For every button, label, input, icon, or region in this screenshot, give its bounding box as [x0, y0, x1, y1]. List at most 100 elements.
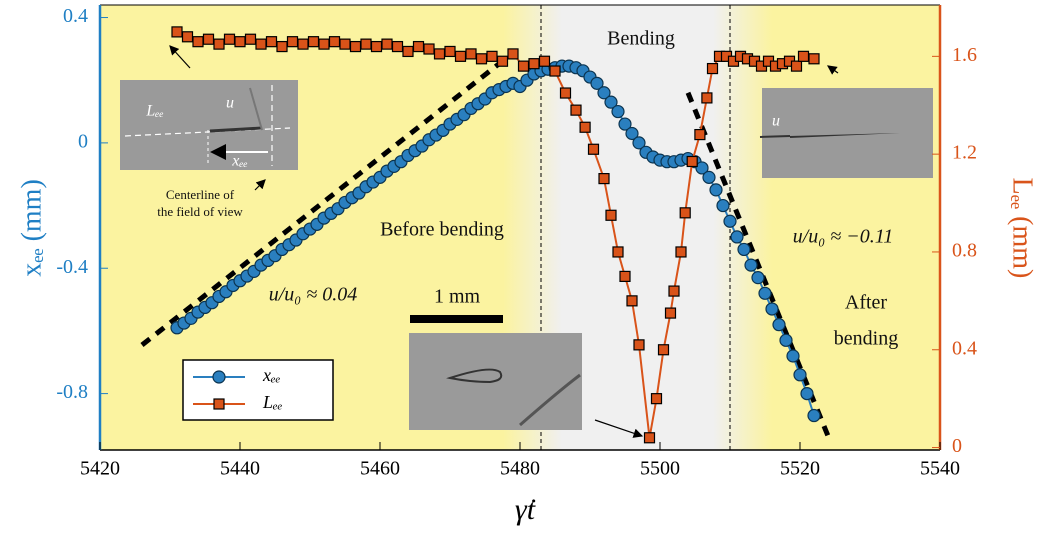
data-point	[738, 243, 750, 255]
data-point	[766, 303, 778, 315]
data-point	[225, 34, 235, 44]
data-point	[561, 88, 571, 98]
data-point	[403, 46, 413, 56]
data-point	[298, 39, 308, 49]
data-point	[794, 369, 806, 381]
data-point	[580, 122, 590, 132]
x-tick-label: 5480	[500, 458, 540, 480]
data-point	[487, 51, 497, 61]
data-point	[235, 37, 245, 47]
data-point	[634, 340, 644, 350]
data-point	[702, 93, 712, 103]
x-tick-label: 5460	[360, 458, 400, 480]
data-point	[773, 319, 785, 331]
legend-marker	[214, 399, 224, 409]
annotation: u	[772, 113, 780, 130]
inset-image	[409, 333, 582, 430]
data-point	[799, 51, 809, 61]
y2-tick-label: 0.8	[952, 240, 977, 262]
legend-label: Lₑₑ	[262, 392, 283, 412]
data-point	[710, 184, 722, 196]
data-point	[627, 296, 637, 306]
data-point	[277, 42, 287, 52]
data-point	[204, 34, 214, 44]
annotation: Bending	[607, 28, 675, 50]
data-point	[372, 42, 382, 52]
data-point	[606, 210, 616, 220]
annotation: After	[845, 292, 888, 314]
annotation: Before bending	[380, 219, 504, 241]
data-point	[424, 44, 434, 54]
data-point	[589, 144, 599, 154]
data-point	[319, 39, 329, 49]
data-point	[519, 61, 529, 71]
data-point	[724, 215, 736, 227]
data-point	[351, 42, 361, 52]
data-point	[498, 56, 508, 66]
x-axis-label: γ̇t	[515, 493, 536, 526]
y2-axis-label: Lₑₑ (mm)	[1007, 178, 1038, 279]
data-point	[214, 39, 224, 49]
inset-image	[760, 88, 933, 178]
data-point	[540, 56, 550, 66]
data-point	[745, 259, 757, 271]
data-point	[659, 345, 669, 355]
annotation: Centerline of	[166, 187, 235, 202]
annotation: u/u₀ ≈ 0.04	[269, 284, 358, 306]
data-point	[613, 247, 623, 257]
data-point	[309, 37, 319, 47]
data-point	[687, 156, 697, 166]
legend-box	[183, 360, 333, 420]
data-point	[193, 37, 203, 47]
x-tick-label: 5420	[80, 458, 120, 480]
x-tick-label: 5540	[920, 458, 960, 480]
data-point	[808, 410, 820, 422]
data-point	[382, 39, 392, 49]
y-tick-label: -0.4	[56, 256, 88, 278]
y2-tick-label: 1.6	[952, 44, 977, 66]
data-point	[731, 231, 743, 243]
y-tick-label: -0.8	[56, 381, 88, 403]
data-point	[703, 171, 715, 183]
x-tick-label: 5440	[220, 458, 260, 480]
data-point	[645, 433, 655, 443]
data-point	[571, 105, 581, 115]
data-point	[759, 287, 771, 299]
data-point	[267, 37, 277, 47]
data-point	[787, 350, 799, 362]
data-point	[330, 37, 340, 47]
data-point	[172, 27, 182, 37]
chart: Bending Before bending After bending u/u…	[0, 0, 1045, 533]
data-point	[752, 272, 764, 284]
annotation: the field of view	[157, 204, 243, 219]
data-point	[652, 394, 662, 404]
legend: xₑₑ Lₑₑ	[183, 360, 333, 420]
data-point	[183, 32, 193, 42]
data-point	[445, 46, 455, 56]
data-point	[529, 59, 539, 69]
annotation: u	[226, 95, 234, 112]
annotation: xₑₑ	[231, 153, 248, 170]
data-point	[780, 334, 792, 346]
data-point	[680, 208, 690, 218]
data-point	[456, 51, 466, 61]
data-point	[669, 286, 679, 296]
legend-label: xₑₑ	[262, 365, 281, 385]
data-point	[466, 49, 476, 59]
data-point	[666, 308, 676, 318]
data-point	[708, 64, 718, 74]
y2-tick-label: 0.4	[952, 337, 977, 359]
data-point	[340, 39, 350, 49]
data-point	[361, 39, 371, 49]
data-point	[599, 174, 609, 184]
data-point	[414, 42, 424, 52]
y2-tick-label: 0	[952, 435, 962, 457]
x-tick-label: 5520	[780, 458, 820, 480]
y-tick-label: 0.4	[63, 5, 88, 27]
y-axis-label: xₑₑ (mm)	[16, 179, 47, 277]
data-point	[695, 130, 705, 140]
data-point	[246, 34, 256, 44]
data-point	[256, 39, 266, 49]
data-point	[717, 200, 729, 212]
data-point	[477, 54, 487, 64]
